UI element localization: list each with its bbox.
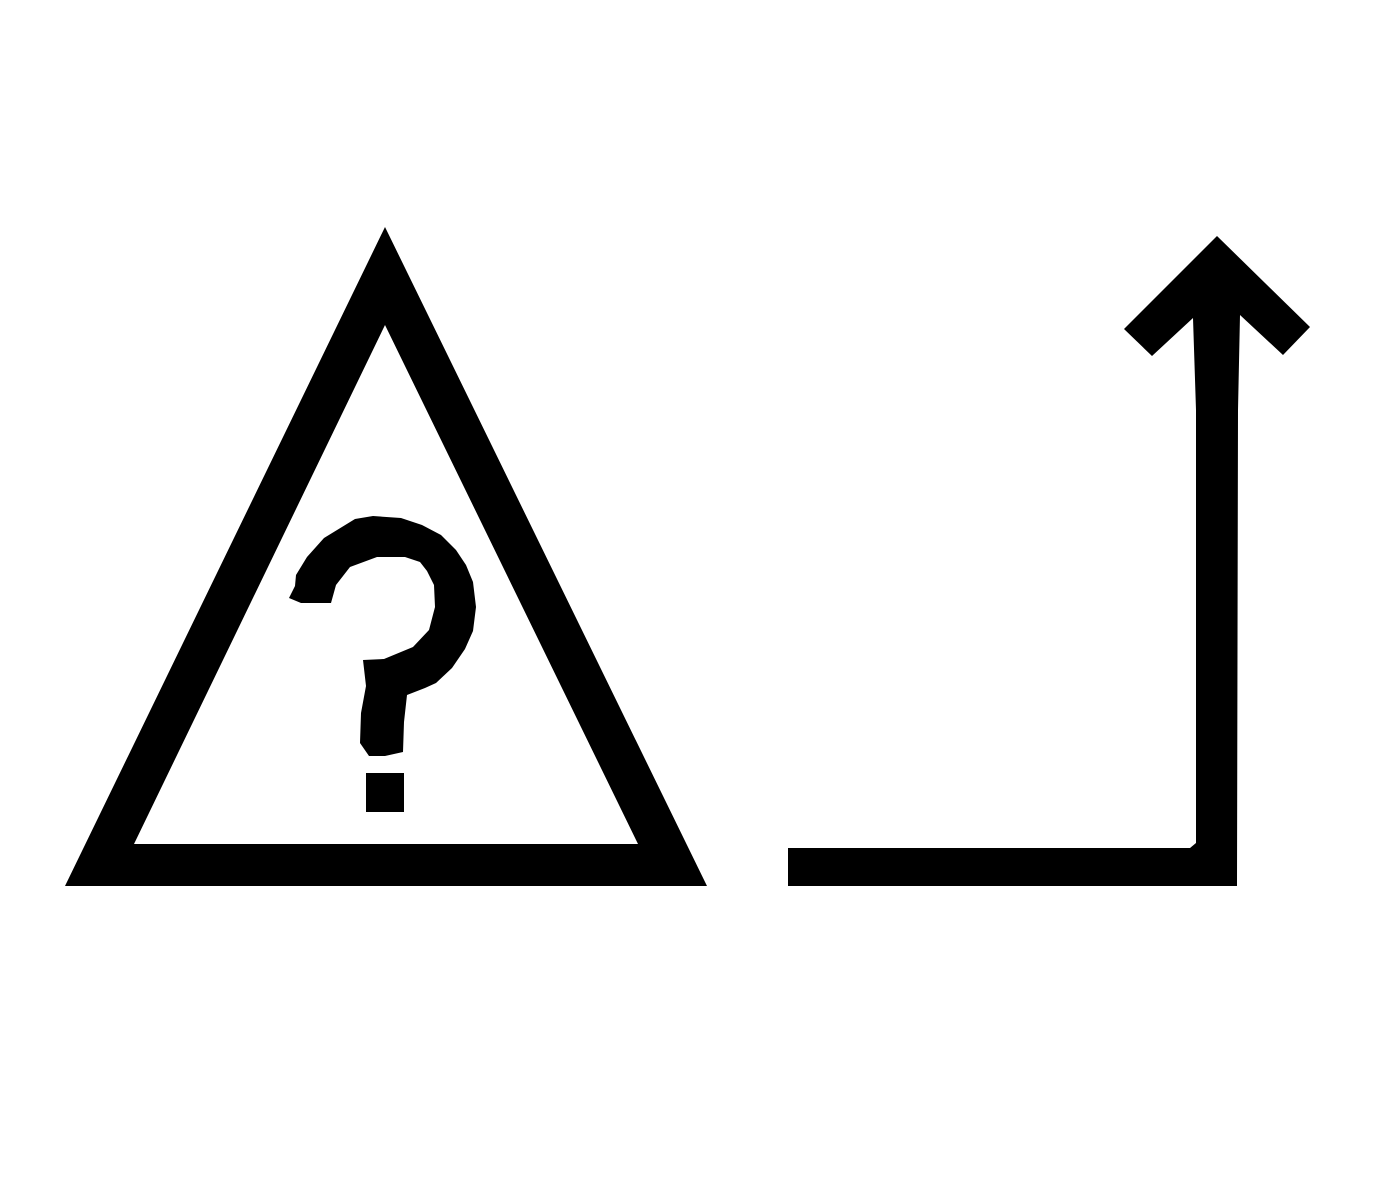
question-mark-label: ? bbox=[382, 804, 388, 815]
arrow-shaft bbox=[788, 236, 1310, 886]
question-mark-hook bbox=[289, 516, 476, 756]
warning-triangle-question-icon: ? bbox=[65, 227, 707, 886]
turn-up-arrow-icon bbox=[788, 236, 1310, 886]
triangle-outline bbox=[65, 227, 707, 886]
question-mark-dot bbox=[366, 773, 404, 812]
